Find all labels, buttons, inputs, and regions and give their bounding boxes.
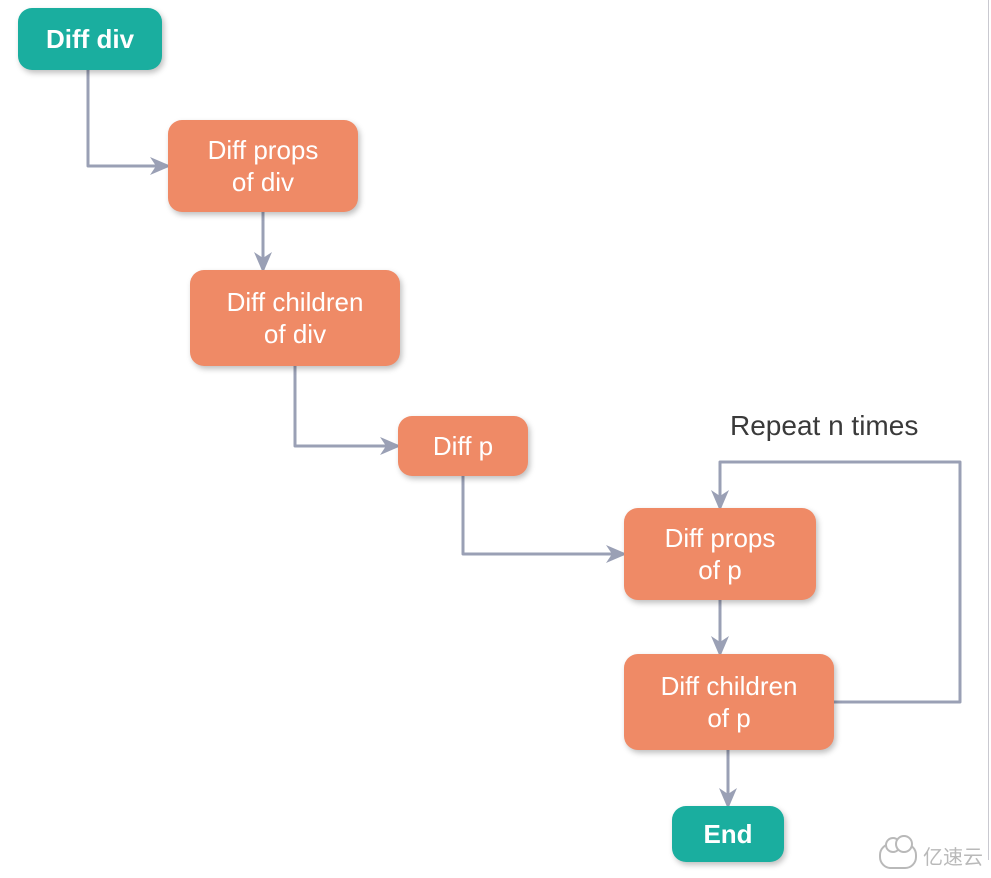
flowchart-node-label: Diff props of div — [208, 134, 319, 199]
flowchart-node-diff_props_p: Diff props of p — [624, 508, 816, 600]
flowchart-node-label: End — [703, 818, 752, 851]
flowchart-node-diff_div: Diff div — [18, 8, 162, 70]
flowchart-node-diff_children_p: Diff children of p — [624, 654, 834, 750]
flowchart-node-end: End — [672, 806, 784, 862]
flowchart-node-label: Diff children of p — [661, 670, 798, 735]
flowchart-node-diff_children_div: Diff children of div — [190, 270, 400, 366]
flowchart-node-label: Diff p — [433, 430, 493, 463]
cloud-icon — [879, 843, 917, 869]
flowchart-node-label: Diff props of p — [665, 522, 776, 587]
page-right-border — [988, 0, 989, 860]
flowchart-node-label: Diff div — [46, 23, 134, 56]
watermark-text: 亿速云 — [923, 841, 983, 870]
watermark: 亿速云 — [879, 841, 983, 870]
flowchart-edge — [88, 70, 168, 166]
flowchart-canvas: Diff div Diff props of div Diff children o… — [0, 0, 991, 878]
flowchart-node-diff_p: Diff p — [398, 416, 528, 476]
flowchart-edge — [295, 366, 398, 446]
flowchart-node-diff_props_div: Diff props of div — [168, 120, 358, 212]
flowchart-label-repeat: Repeat n times — [730, 410, 918, 442]
flowchart-node-label: Diff children of div — [227, 286, 364, 351]
flowchart-edge — [463, 476, 624, 554]
